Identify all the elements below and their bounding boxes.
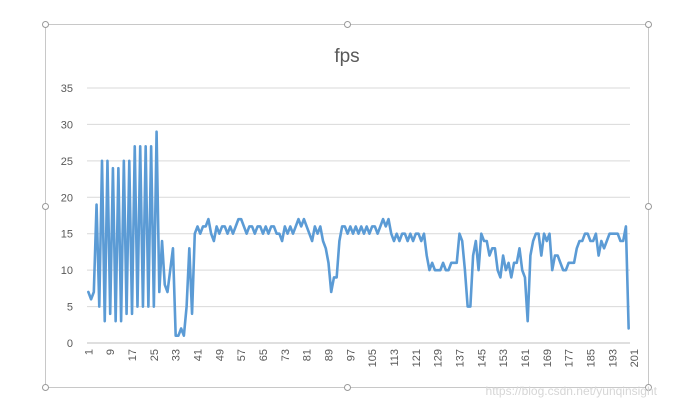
y-tick-label: 25 (61, 156, 73, 168)
x-tick-label: 41 (193, 349, 205, 361)
x-tick-label: 185 (585, 349, 597, 367)
x-tick-label: 81 (302, 349, 314, 361)
resize-handle-left[interactable] (42, 203, 49, 210)
x-tick-label: 161 (520, 349, 532, 367)
y-tick-label: 20 (61, 192, 73, 204)
x-tick-label: 49 (214, 349, 226, 361)
x-tick-label: 65 (258, 349, 270, 361)
x-tick-label: 57 (236, 349, 248, 361)
x-tick-label: 97 (345, 349, 357, 361)
gridlines (87, 87, 630, 344)
resize-handle-bottom[interactable] (344, 384, 351, 391)
y-tick-label: 5 (67, 302, 73, 314)
watermark-text: https://blog.csdn.net/yunqinsight (485, 384, 657, 398)
series-line-fps (87, 130, 630, 338)
x-tick-label: 169 (542, 349, 554, 367)
x-tick-label: 113 (389, 349, 401, 367)
x-tick-label: 105 (367, 349, 379, 367)
resize-handle-top[interactable] (344, 21, 351, 28)
resize-handle-bottom-right[interactable] (645, 384, 652, 391)
x-axis-ticks: 1 9 17 25 33 41 49 57 65 73 81 89 97 105 113 121 129 137 1… (83, 349, 683, 367)
resize-handle-right[interactable] (645, 203, 652, 210)
resize-handle-bottom-left[interactable] (42, 384, 49, 391)
x-tick-label: 9 (105, 349, 117, 355)
chart-area[interactable]: fps 0 5 10 15 20 25 30 35 1 9 17 25 33 41 49 57 65 73 81 8… (42, 21, 683, 391)
x-tick-label: 1 (83, 349, 95, 355)
y-tick-label: 35 (61, 83, 73, 95)
y-tick-label: 15 (61, 229, 73, 241)
x-tick-label: 33 (171, 349, 183, 361)
chart-title: fps (334, 46, 359, 67)
x-tick-label: 129 (433, 349, 445, 367)
x-tick-label: 177 (564, 349, 576, 367)
y-tick-label: 0 (67, 338, 73, 350)
x-tick-label: 153 (498, 349, 510, 367)
line-chart: fps 0 5 10 15 20 25 30 35 1 9 17 25 33 41 49 57 65 73 81 8… (61, 46, 683, 367)
x-tick-label: 201 (629, 349, 641, 367)
y-tick-label: 10 (61, 265, 73, 277)
y-tick-label: 30 (61, 119, 73, 131)
x-tick-label: 17 (127, 349, 139, 361)
x-tick-label: 137 (454, 349, 466, 367)
x-tick-label: 89 (323, 349, 335, 361)
x-tick-label: 145 (476, 349, 488, 367)
x-tick-label: 73 (280, 349, 292, 361)
resize-handle-top-right[interactable] (645, 21, 652, 28)
resize-handle-top-left[interactable] (42, 21, 49, 28)
x-tick-label: 193 (607, 349, 619, 367)
y-axis-ticks: 0 5 10 15 20 25 30 35 (61, 83, 73, 350)
x-tick-label: 25 (149, 349, 161, 361)
x-tick-label: 121 (411, 349, 423, 367)
